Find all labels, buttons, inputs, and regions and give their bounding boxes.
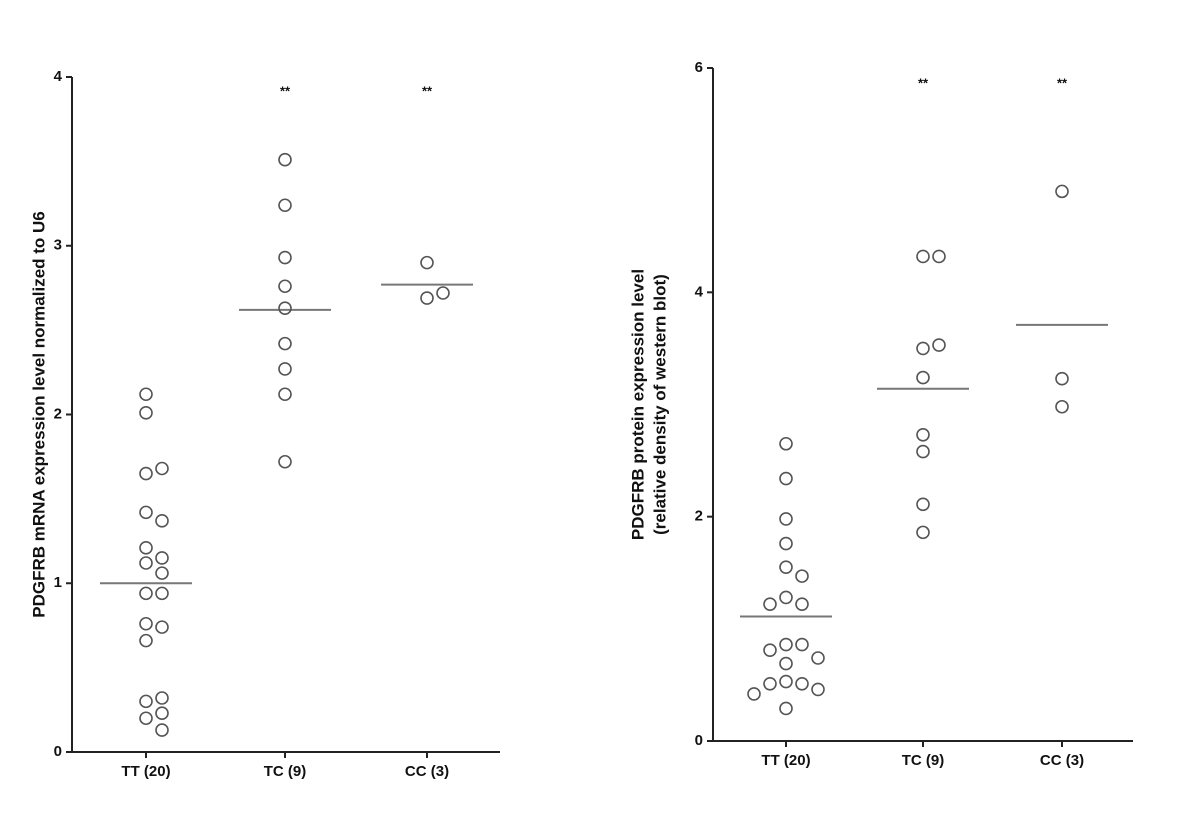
data-point bbox=[155, 514, 169, 528]
data-point bbox=[916, 525, 930, 540]
data-point bbox=[932, 338, 946, 352]
data-point bbox=[932, 249, 946, 264]
data-point bbox=[420, 255, 434, 270]
data-point bbox=[811, 651, 825, 665]
data-point bbox=[916, 370, 930, 385]
x-tick-label: TT (20) bbox=[761, 752, 810, 769]
y-tick-label: 0 bbox=[695, 732, 703, 749]
data-point bbox=[139, 616, 153, 631]
data-point bbox=[420, 291, 434, 305]
data-point bbox=[139, 711, 153, 726]
data-point bbox=[779, 590, 793, 605]
data-point bbox=[139, 406, 153, 420]
data-point bbox=[763, 643, 777, 657]
data-point bbox=[779, 637, 793, 652]
data-point bbox=[747, 687, 761, 701]
data-point bbox=[139, 586, 153, 601]
data-point bbox=[155, 723, 169, 737]
data-point bbox=[779, 560, 793, 574]
data-point bbox=[278, 250, 292, 265]
y-axis-label: PDGFRB mRNA expression level normalized … bbox=[29, 211, 48, 618]
y-tick-label: 4 bbox=[54, 68, 63, 85]
y-tick-label: 0 bbox=[54, 743, 62, 760]
data-point bbox=[139, 633, 153, 648]
data-point bbox=[1055, 184, 1069, 199]
data-point bbox=[795, 676, 809, 691]
x-tick-label: TC (9) bbox=[264, 763, 307, 780]
y-tick-label: 2 bbox=[695, 508, 703, 525]
x-tick-label: TT (20) bbox=[121, 763, 170, 780]
data-point bbox=[278, 362, 292, 376]
data-point bbox=[779, 436, 793, 451]
data-point bbox=[779, 512, 793, 526]
annotation: ** bbox=[1057, 75, 1068, 90]
y-axis-label: (relative density of western blot) bbox=[650, 274, 669, 535]
data-point bbox=[916, 341, 930, 356]
data-point bbox=[916, 497, 930, 512]
annotation: ** bbox=[422, 83, 433, 98]
data-point bbox=[795, 637, 809, 652]
data-point bbox=[278, 454, 292, 469]
y-tick-label: 3 bbox=[54, 237, 62, 254]
data-point bbox=[811, 682, 825, 697]
annotation: ** bbox=[918, 75, 929, 90]
data-point bbox=[139, 694, 153, 709]
data-point bbox=[916, 427, 930, 442]
data-point bbox=[139, 505, 153, 520]
annotation: ** bbox=[280, 83, 291, 98]
data-point bbox=[278, 336, 292, 351]
x-tick-label: TC (9) bbox=[902, 752, 945, 769]
data-point bbox=[278, 198, 292, 213]
data-point bbox=[916, 249, 930, 264]
y-axis-label: PDGFRB protein expression level bbox=[628, 269, 647, 540]
data-point bbox=[155, 586, 169, 601]
data-point bbox=[155, 461, 169, 476]
x-tick-label: CC (3) bbox=[405, 763, 449, 780]
data-point bbox=[155, 551, 169, 565]
data-point bbox=[1055, 399, 1069, 414]
data-point bbox=[139, 387, 153, 402]
data-point bbox=[278, 152, 292, 167]
y-tick-label: 6 bbox=[695, 59, 703, 76]
data-point bbox=[139, 541, 153, 555]
data-point bbox=[139, 556, 153, 570]
data-point bbox=[779, 536, 793, 551]
data-point bbox=[779, 701, 793, 716]
data-point bbox=[1055, 371, 1069, 386]
data-point bbox=[763, 676, 777, 691]
data-point bbox=[763, 597, 777, 611]
data-point bbox=[139, 466, 153, 481]
data-point bbox=[779, 471, 793, 486]
data-point bbox=[779, 674, 793, 689]
data-point bbox=[795, 569, 809, 583]
y-tick-label: 4 bbox=[695, 283, 704, 300]
y-tick-label: 2 bbox=[54, 405, 62, 422]
y-tick-label: 1 bbox=[54, 574, 62, 591]
data-point bbox=[795, 597, 809, 611]
data-point bbox=[436, 286, 450, 300]
data-point bbox=[916, 444, 930, 459]
data-point bbox=[155, 706, 169, 720]
x-tick-label: CC (3) bbox=[1040, 752, 1084, 769]
data-point bbox=[278, 387, 292, 402]
data-point bbox=[278, 301, 292, 315]
data-point bbox=[155, 566, 169, 580]
data-point bbox=[779, 656, 793, 671]
data-point bbox=[155, 691, 169, 705]
data-point bbox=[155, 620, 169, 634]
data-point bbox=[278, 279, 292, 294]
